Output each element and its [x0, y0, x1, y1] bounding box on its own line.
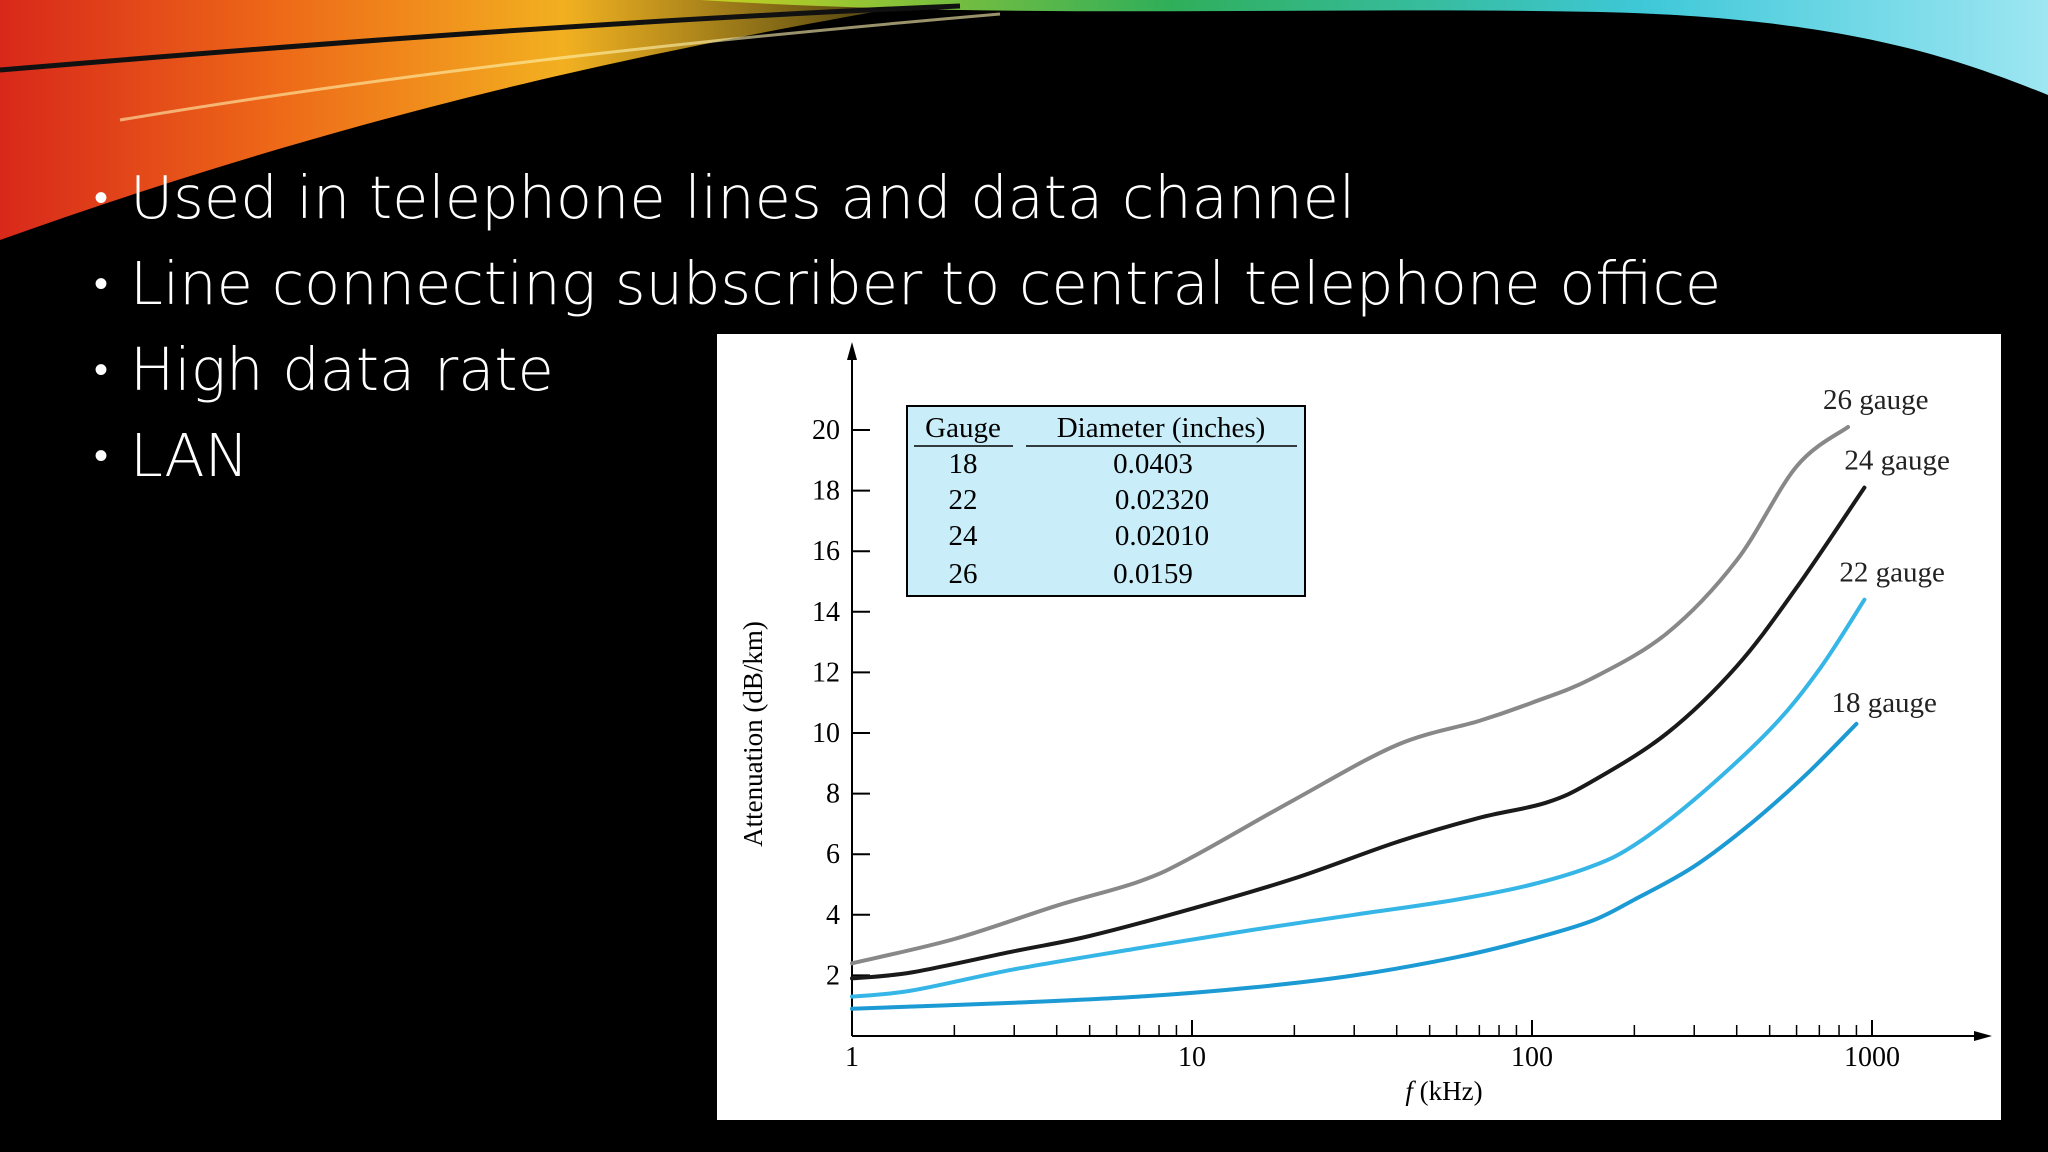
bullet-dot: • [94, 175, 109, 221]
series-label: 18 gauge [1831, 687, 1937, 719]
gauge-diameter-table: Gauge Diameter (inches) 18 0.0403 22 0.0… [906, 405, 1306, 597]
x-tick-label: 1 [845, 1042, 859, 1073]
x-tick-label: 10 [1178, 1042, 1206, 1073]
series-label: 24 gauge [1844, 445, 1950, 477]
bullet-dot: • [94, 433, 109, 479]
bullet-item: • Line connecting subscriber to central t… [94, 241, 1722, 327]
series-labels: 26 gauge 24 gauge 22 gauge 18 gauge [1823, 384, 1950, 719]
series-label: 22 gauge [1839, 557, 1945, 589]
bullet-text: High data rate [130, 335, 554, 404]
table-cell-diameter: 0.0403 [1113, 448, 1193, 480]
y-tick-label: 8 [826, 779, 840, 810]
attenuation-chart-figure: 1 10 100 1000 2 4 6 8 10 12 14 16 18 20 26 gauge 24 ga… [717, 334, 2001, 1120]
y-tick-label: 2 [826, 960, 840, 991]
x-tick-label: 1000 [1844, 1042, 1900, 1073]
swoosh-light-streak [119, 12, 1001, 122]
y-axis-arrow [847, 342, 857, 360]
table-cell-diameter: 0.02320 [1115, 484, 1209, 516]
y-tick-label: 6 [826, 839, 840, 870]
series-line-18-gauge [850, 721, 1859, 1011]
bullet-dot: • [94, 347, 109, 393]
x-axis-label-unit: (kHz) [1413, 1076, 1483, 1106]
table-cell-diameter: 0.02010 [1115, 520, 1209, 552]
y-tick-label: 20 [812, 415, 840, 446]
series-line-26-gauge [850, 425, 1850, 966]
series-line-24-gauge [850, 485, 1867, 981]
decorative-swoosh-banner [0, 0, 2048, 240]
bullet-text: Used in telephone lines and data channel [130, 163, 1356, 232]
table-header-gauge: Gauge [925, 412, 1001, 444]
series-line-22-gauge [850, 597, 1867, 999]
chart-axes [847, 342, 1992, 1041]
table-cell-gauge: 18 [949, 448, 978, 480]
x-tick-label: 100 [1511, 1042, 1553, 1073]
series-lines [850, 425, 1867, 1011]
y-tick-label: 12 [812, 657, 840, 688]
y-tick-label: 18 [812, 476, 840, 507]
swoosh-cool-band [700, 0, 2048, 95]
y-tick-label: 14 [812, 597, 840, 628]
bullet-text: LAN [130, 421, 249, 490]
x-axis-label: f (kHz) [1405, 1076, 1482, 1106]
bullet-item: • Used in telephone lines and data channe… [94, 155, 1721, 241]
x-axis-label-symbol: f [1405, 1076, 1416, 1106]
axis-ticks [851, 429, 1873, 1036]
bullet-list: • Used in telephone lines and data channe… [94, 155, 1722, 499]
swoosh-warm-band [0, 0, 940, 240]
table-cell-gauge: 22 [949, 484, 978, 516]
bullet-dot: • [94, 261, 109, 307]
table-cell-gauge: 24 [949, 520, 979, 552]
swoosh-dark-streak [0, 3, 961, 73]
series-label: 26 gauge [1823, 384, 1929, 416]
table-background [906, 405, 1306, 597]
table-cell-gauge: 26 [949, 558, 978, 590]
y-tick-label: 10 [812, 718, 840, 749]
table-header-diameter: Diameter (inches) [1057, 412, 1266, 444]
y-tick-label: 16 [812, 536, 840, 567]
bullet-item: • High data rate [94, 327, 1721, 413]
y-axis-label: Attenuation (dB/km) [738, 621, 768, 847]
bullet-text: Line connecting subscriber to central te… [130, 249, 1722, 318]
y-tick-label: 4 [826, 900, 840, 931]
x-axis-arrow [1974, 1031, 1992, 1041]
table-cell-diameter: 0.0159 [1113, 558, 1193, 590]
bullet-item: • LAN [94, 413, 1721, 499]
